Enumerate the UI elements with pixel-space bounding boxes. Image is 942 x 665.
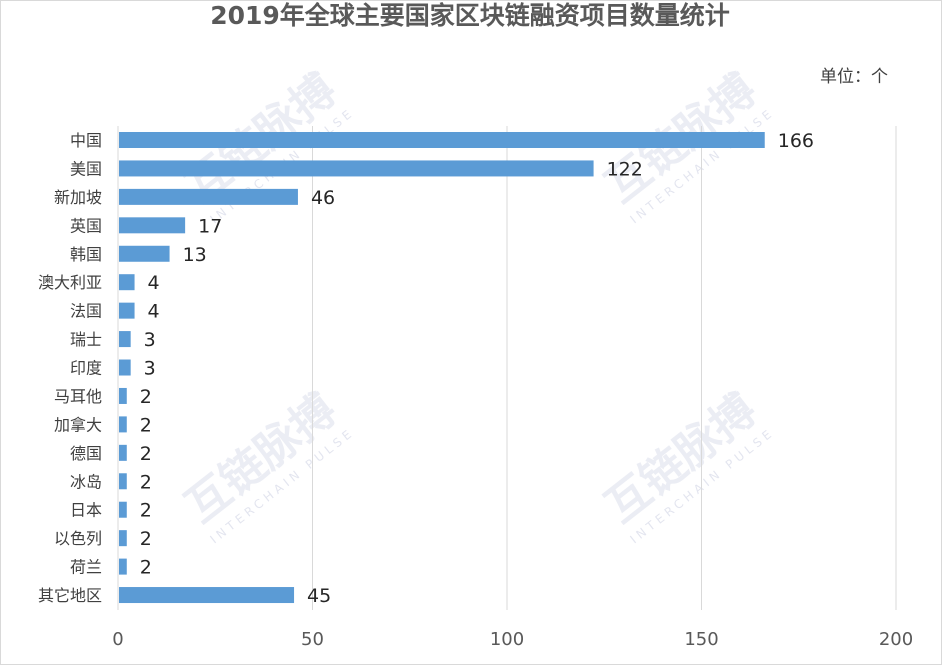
unit-label: 单位：个 [820,67,888,87]
bar [119,274,135,291]
category-label: 澳大利亚 [38,273,102,292]
data-label: 4 [148,301,160,323]
category-label: 德国 [70,444,102,463]
category-label: 冰岛 [70,472,102,491]
bar [119,359,131,376]
bar [119,473,127,490]
category-label: 日本 [70,501,102,520]
category-label: 加拿大 [54,415,102,434]
x-tick-label: 100 [490,629,524,650]
data-label: 2 [140,443,152,465]
data-label: 2 [140,528,152,550]
data-label: 2 [140,500,152,522]
data-label: 2 [140,414,152,436]
category-label: 英国 [70,216,102,235]
bar [119,160,594,177]
category-label: 荷兰 [70,558,102,577]
bar [119,501,127,518]
data-label: 166 [778,130,814,152]
category-label: 新加坡 [54,188,102,207]
bar [119,416,127,433]
category-label: 印度 [70,359,102,378]
category-label: 法国 [70,302,102,321]
bar [119,217,186,234]
bar [119,530,127,547]
bar [119,132,765,148]
data-label: 4 [148,272,160,294]
x-tick-label: 150 [684,629,718,650]
category-label: 以色列 [54,529,102,548]
category-label: 中国 [70,131,102,150]
bar [119,587,295,604]
data-label: 2 [140,471,152,493]
bar [119,331,131,348]
category-label: 其它地区 [38,586,102,605]
data-label: 2 [140,386,152,408]
bar [119,444,127,461]
data-label: 3 [144,358,156,380]
bar [119,302,135,319]
data-label: 13 [183,244,207,266]
data-label: 122 [607,158,643,180]
data-label: 17 [198,215,222,237]
category-label: 瑞士 [70,330,102,349]
bar [119,387,127,404]
data-label: 3 [144,329,156,351]
data-label: 46 [311,187,335,209]
bar [119,558,127,575]
x-tick-label: 200 [879,629,913,650]
category-label: 美国 [70,159,102,178]
bar [119,188,298,205]
bar [119,245,170,262]
data-label: 45 [307,585,331,607]
x-tick-label: 0 [112,629,123,650]
x-tick-label: 50 [301,629,324,650]
chart-title: 2019年全球主要国家区块链融资项目数量统计 [210,1,730,30]
data-label: 2 [140,557,152,579]
category-label: 韩国 [70,245,102,264]
category-label: 马耳他 [54,387,102,406]
